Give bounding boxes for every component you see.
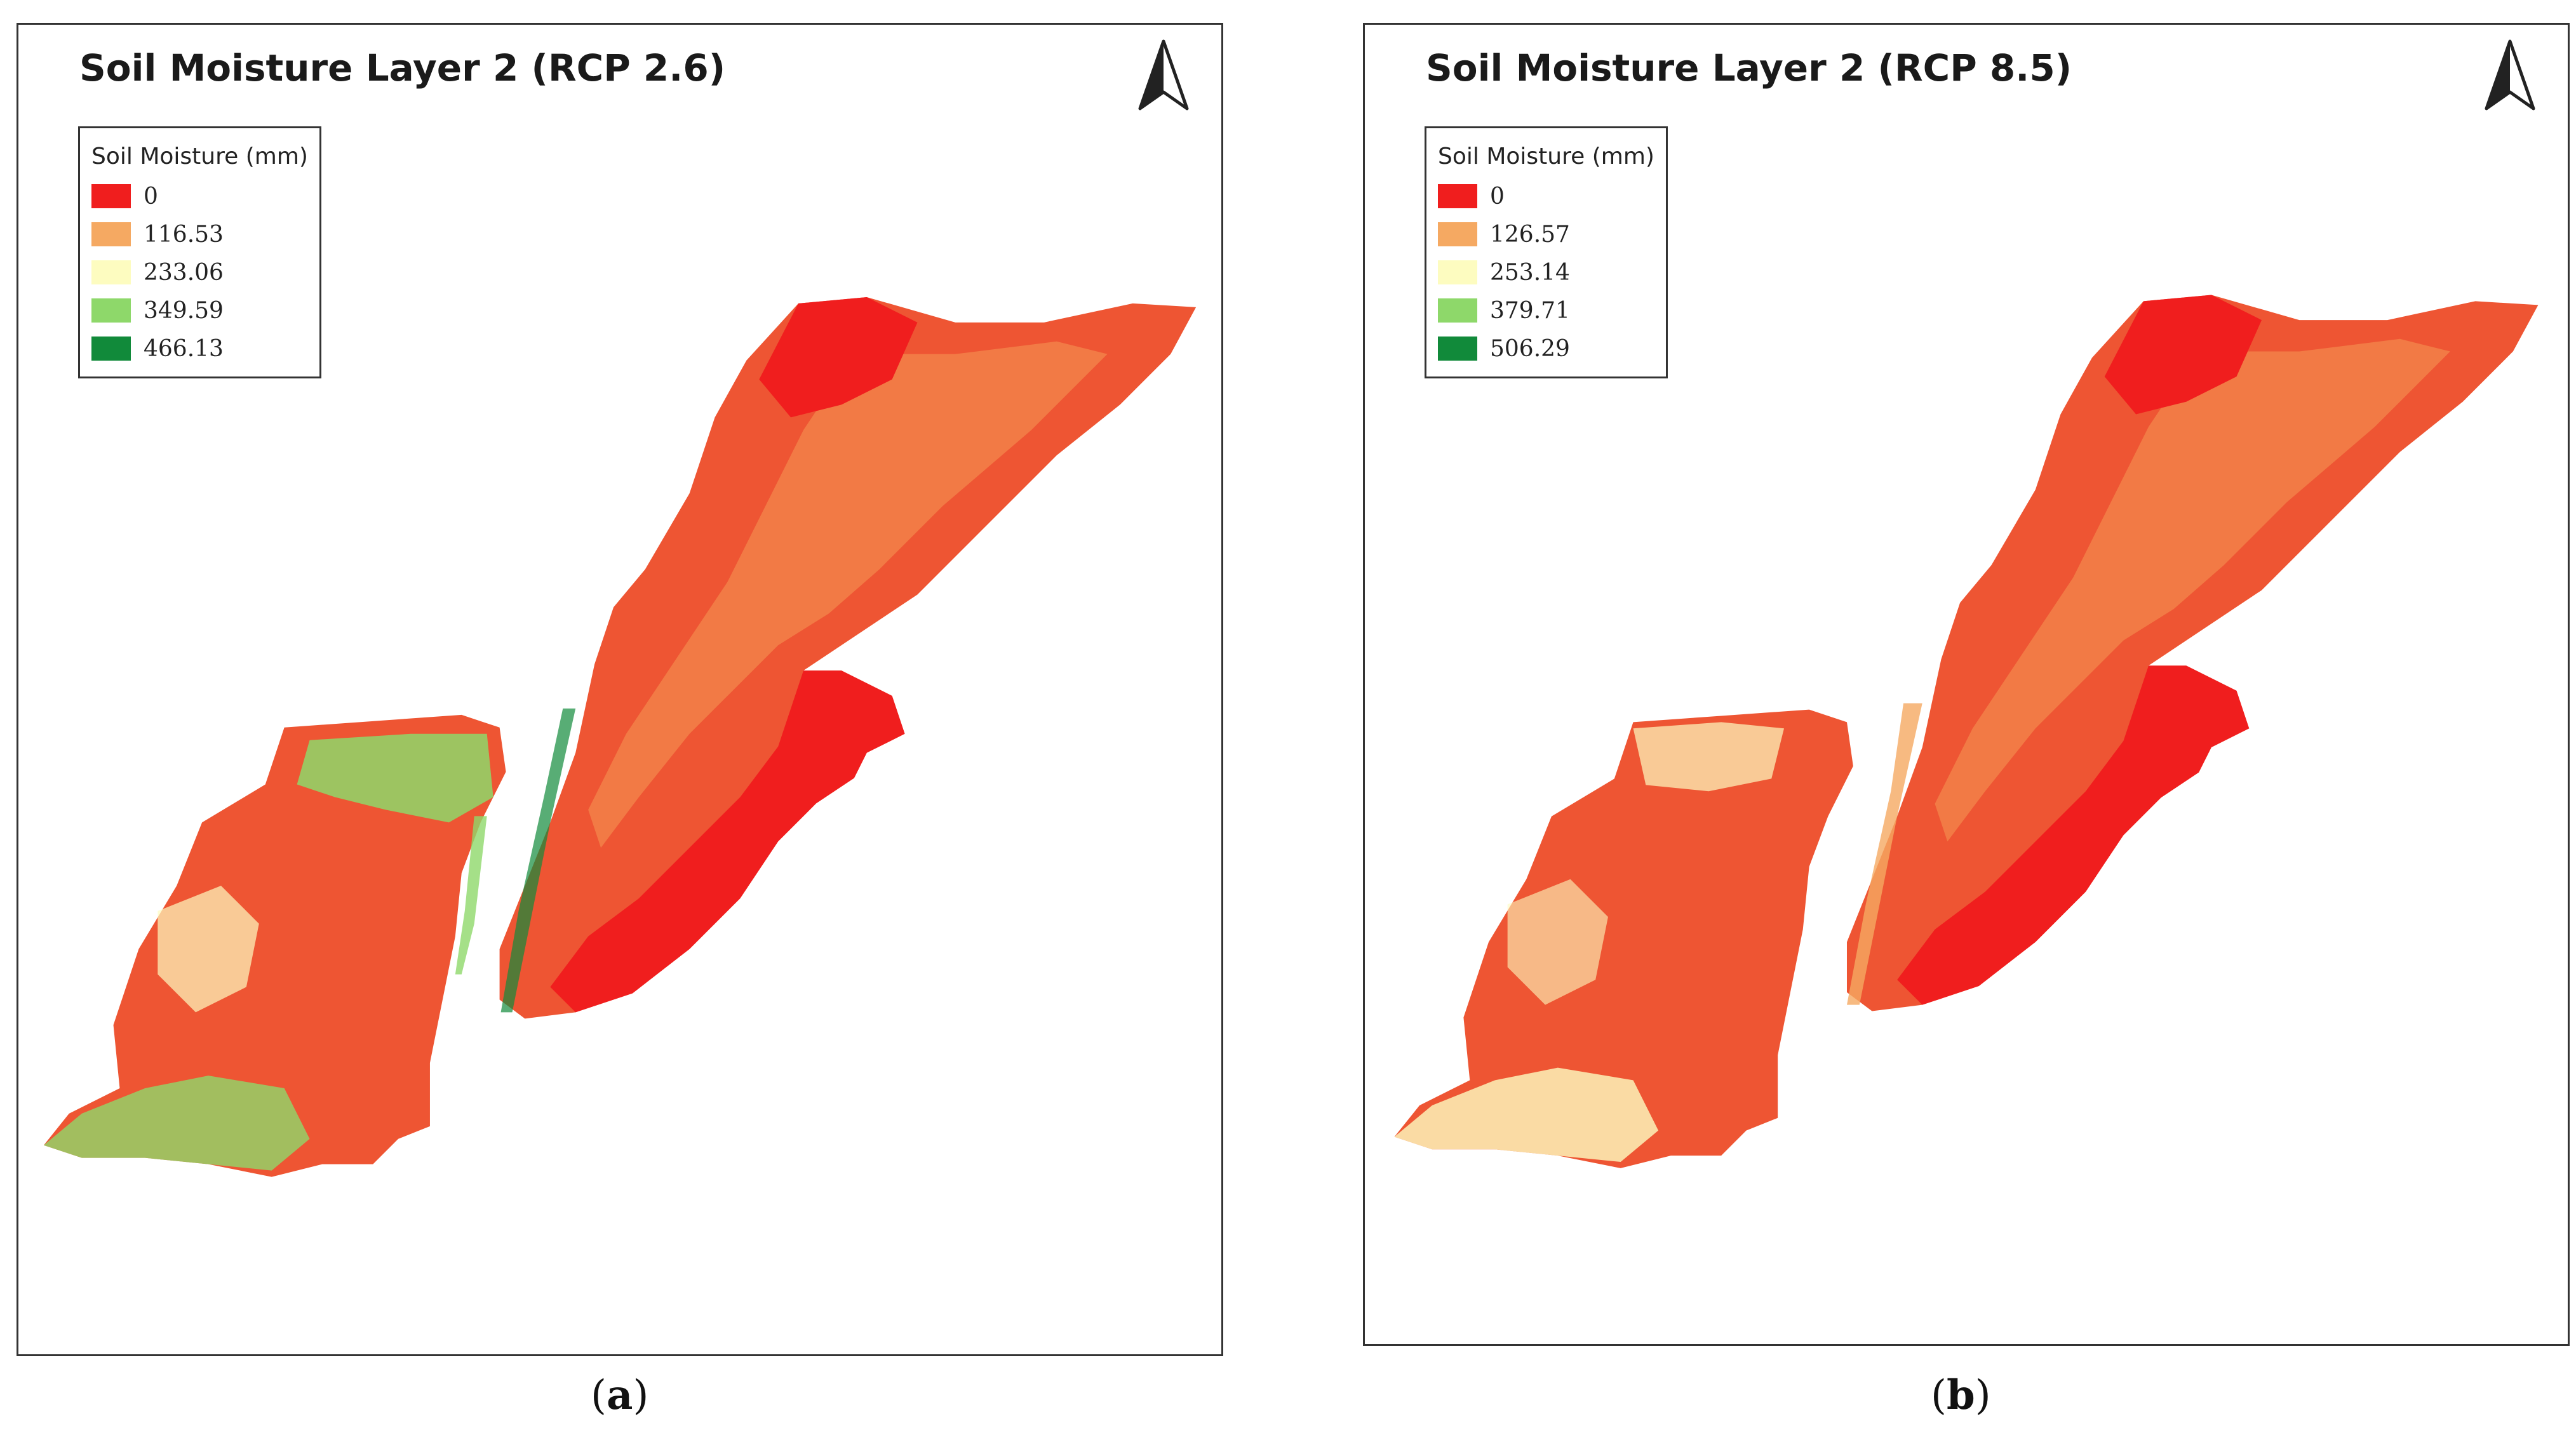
legend-label: 233.06: [144, 259, 224, 286]
legend-item: 0: [91, 177, 308, 215]
map-panel-a: Soil Moisture Layer 2 (RCP 2.6) Soil Moi…: [17, 23, 1223, 1356]
legend-swatch: [1438, 298, 1477, 323]
region-north-cap: [2104, 295, 2262, 415]
legend-label: 506.29: [1490, 335, 1570, 362]
legend-title: Soil Moisture (mm): [91, 143, 308, 170]
region-east-fringe: [1897, 665, 2250, 1005]
region-central-band: [588, 341, 1108, 848]
legend-label: 349.59: [144, 297, 224, 324]
region-yellow-patch-west: [158, 886, 259, 1013]
region-northeast: [1846, 295, 2539, 1011]
region-map-b: [1394, 295, 2539, 1168]
map-title: Soil Moisture Layer 2 (RCP 8.5): [1426, 46, 2072, 90]
legend-swatch: [91, 298, 131, 323]
legend-item: 233.06: [91, 253, 308, 291]
region-green-patch-south: [43, 1076, 310, 1171]
legend-swatch: [91, 337, 131, 361]
legend-label: 253.14: [1490, 259, 1570, 286]
legend-label: 0: [144, 183, 158, 210]
legend-swatch: [91, 222, 131, 246]
legend-item: 349.59: [91, 291, 308, 330]
region-central-band: [1935, 338, 2450, 842]
legend-item: 253.14: [1438, 253, 1654, 291]
map-title: Soil Moisture Layer 2 (RCP 2.6): [79, 46, 726, 90]
region-north-cap: [759, 297, 918, 418]
caption-b: (b): [1931, 1371, 1991, 1419]
map-panel-b: Soil Moisture Layer 2 (RCP 8.5) Soil Moi…: [1363, 23, 2570, 1346]
region-green-patch-north: [297, 733, 493, 823]
legend-swatch: [91, 184, 131, 208]
legend-item: 0: [1438, 177, 1654, 215]
region-northeast: [499, 297, 1197, 1019]
legend-swatch: [1438, 337, 1477, 361]
legend-label: 126.57: [1490, 221, 1570, 248]
region-yellow-patch-south: [1394, 1067, 1659, 1163]
legend-swatch: [1438, 184, 1477, 208]
legend-label: 379.71: [1490, 297, 1570, 324]
region-green-strip-center: [500, 708, 576, 1013]
region-yellow-patch-west: [1507, 879, 1608, 1005]
legend-label: 466.13: [144, 335, 224, 362]
region-southwest: [1394, 709, 1853, 1168]
caption-letter: a: [606, 1371, 633, 1419]
legend-swatch: [1438, 222, 1477, 246]
legend-swatch: [1438, 260, 1477, 284]
north-arrow-icon: [1138, 39, 1189, 110]
caption-letter: b: [1946, 1371, 1975, 1419]
legend: Soil Moisture (mm) 0 126.57 253.14 379.7…: [1425, 126, 1668, 378]
legend-item: 466.13: [91, 330, 308, 368]
region-yellow-patch-north: [1633, 722, 1785, 792]
north-arrow-icon: [2485, 39, 2535, 110]
region-orange-strip-center: [1846, 703, 1922, 1005]
region-southwest: [43, 714, 506, 1177]
legend-title: Soil Moisture (mm): [1438, 143, 1654, 170]
legend: Soil Moisture (mm) 0 116.53 233.06 349.5…: [78, 126, 321, 378]
caption-a: (a): [591, 1371, 649, 1419]
legend-item: 506.29: [1438, 330, 1654, 368]
legend-swatch: [91, 260, 131, 284]
legend-item: 126.57: [1438, 215, 1654, 253]
region-map-a: [43, 297, 1197, 1177]
region-green-strip-west: [455, 816, 487, 975]
legend-label: 0: [1490, 183, 1505, 210]
legend-item: 379.71: [1438, 291, 1654, 330]
legend-label: 116.53: [144, 221, 224, 248]
region-east-fringe: [550, 670, 905, 1013]
legend-item: 116.53: [91, 215, 308, 253]
